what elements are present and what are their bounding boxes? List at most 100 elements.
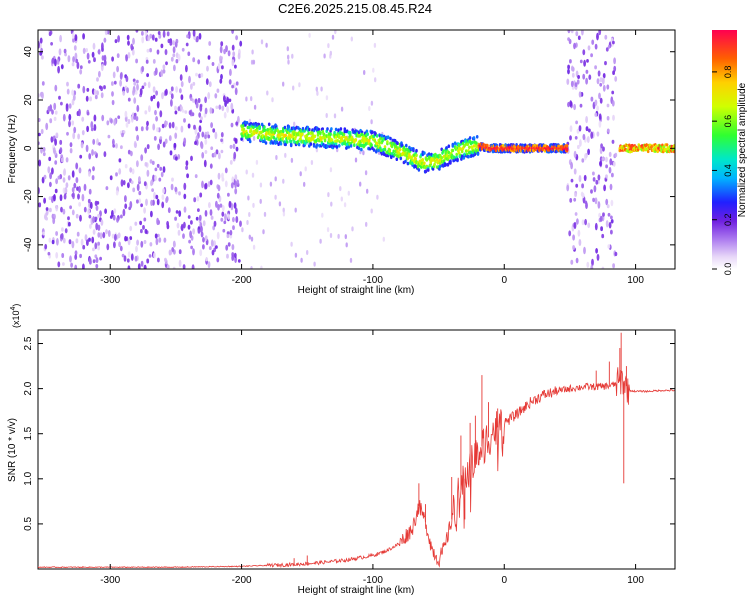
spectrogram-cell — [339, 186, 342, 192]
spectrogram-cell — [476, 152, 480, 156]
spectrogram-cell — [78, 185, 81, 193]
spectrogram-cell — [373, 42, 377, 48]
spectrogram-cell — [230, 182, 234, 189]
spectrogram-cell — [204, 138, 208, 145]
spectrogram-cell — [315, 143, 319, 147]
spectrogram-cell — [282, 129, 285, 134]
spectrogram-cell — [586, 261, 590, 268]
spectrogram-cell — [370, 143, 373, 147]
spectrogram-cell — [122, 90, 126, 96]
spectrogram-cell — [414, 157, 418, 161]
spectrogram-cell — [219, 45, 223, 54]
spectrogram-cell — [341, 139, 344, 143]
spectrogram-cell — [227, 213, 231, 220]
spectrogram-cell — [590, 189, 593, 194]
spectrogram-cell — [592, 197, 595, 203]
snr-panel: -300 -200 -100 0 100 0.5 1.0 1.5 2.0 2.5 Height … — [7, 304, 676, 596]
spectrogram-cell — [146, 144, 150, 150]
spectrogram-cell — [72, 37, 75, 43]
spectrogram-cell — [229, 68, 232, 76]
spectrogram-frame — [37, 29, 676, 270]
spectrogram-cell — [130, 150, 133, 157]
spectrogram-cell — [120, 214, 123, 219]
spectrogram-cell — [574, 82, 578, 87]
spectrogram-cell — [160, 43, 164, 49]
spectrogram-cell — [162, 188, 165, 194]
snr-multiplier-base: (x10 — [11, 310, 21, 328]
spectrogram-cell — [165, 61, 168, 66]
spectrogram-cell — [237, 259, 241, 263]
spectrogram-cell — [53, 194, 56, 202]
spectrogram-cell — [197, 229, 201, 234]
spectrogram-cell — [228, 200, 232, 209]
spectrogram-cell — [81, 193, 85, 202]
spectrogram-cell — [166, 31, 170, 37]
spectrogram-cell — [234, 138, 238, 144]
spectrogram-cell — [79, 69, 83, 75]
spectrogram-cell — [594, 197, 598, 205]
spectrogram-cell — [329, 233, 333, 238]
spectrogram-cell — [69, 255, 72, 263]
spectrogram-cell — [344, 234, 347, 240]
spectrogram-cell — [107, 134, 111, 139]
spectrogram-cell — [204, 210, 208, 217]
spectrogram-cell — [156, 49, 160, 55]
spectrogram-cell — [57, 175, 61, 180]
spectrogram-cell — [415, 148, 418, 153]
spectrogram-cell — [57, 65, 60, 74]
spectrogram-cell — [156, 163, 160, 168]
spectrogram-cell — [281, 136, 284, 141]
spectrogram-cell — [265, 42, 268, 48]
spectrogram-cell — [45, 216, 48, 221]
y-tick-label: 0 — [23, 145, 34, 151]
spectrogram-cell — [129, 225, 133, 232]
spectrogram-cell — [235, 35, 239, 41]
spectrogram-cell — [309, 142, 313, 146]
spectrogram-cell — [252, 135, 256, 141]
spectrogram-cell — [575, 120, 578, 125]
spectrogram-cell — [133, 97, 137, 104]
spectrogram-cell — [136, 160, 139, 168]
spectrogram-cell — [576, 79, 580, 85]
spectrogram-cell — [577, 75, 580, 79]
spectrogram-cell — [199, 104, 203, 112]
spectrogram-cell — [455, 152, 459, 157]
spectrogram-cell — [565, 147, 569, 152]
spectrogram-cell — [233, 202, 237, 209]
spectrogram-cell — [335, 145, 339, 149]
spectrogram-cell — [92, 166, 95, 172]
spectrogram-cell — [171, 247, 175, 253]
spectrogram-cell — [48, 196, 52, 201]
spectrogram-cell — [147, 81, 151, 89]
spectrogram-cell — [298, 82, 301, 88]
spectrogram-cell — [82, 85, 86, 94]
spectrogram-cell — [141, 85, 145, 90]
spectrogram-cell — [183, 221, 186, 229]
spectrogram-cell — [187, 51, 191, 57]
spectrogram-cell — [372, 67, 375, 73]
spectrogram-cell — [294, 207, 297, 213]
spectrogram-cell — [52, 217, 56, 225]
spectrogram-cell — [301, 126, 305, 131]
spectrogram-cell — [198, 125, 202, 133]
spectrogram-cell — [460, 157, 463, 161]
spectrogram-cell — [579, 139, 582, 147]
spectrogram-cell — [67, 55, 71, 63]
spectrogram-cell — [380, 134, 384, 138]
spectrogram-cell — [88, 153, 92, 160]
spectrogram-cell — [174, 132, 178, 139]
spectrogram-cell — [583, 246, 586, 255]
spectrogram-cell — [218, 104, 222, 110]
spectrogram-cell — [421, 158, 425, 162]
spectrogram-cell — [214, 131, 218, 140]
spectrogram-cell — [111, 233, 115, 239]
spectrogram-cell — [56, 238, 59, 246]
spectrogram-cell — [602, 146, 605, 152]
spectrogram-cell — [71, 209, 75, 216]
spectrogram-cell — [230, 102, 234, 111]
spectrogram-cell — [141, 36, 145, 44]
spectrogram-cell — [294, 252, 298, 258]
spectrogram-cell — [606, 103, 610, 108]
spectrogram-cell — [195, 216, 199, 221]
spectrogram-cell — [565, 144, 569, 148]
